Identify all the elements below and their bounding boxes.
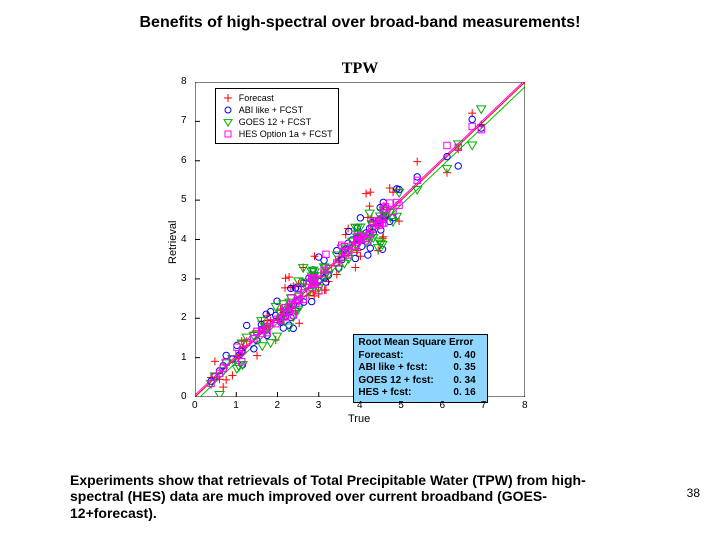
rmse-value: 0. 34 [453,375,483,388]
x-tick-label: 8 [522,400,528,411]
rmse-box: Root Mean Square ErrorForecast:0. 40ABI … [353,334,488,403]
y-tick-label: 4 [181,234,187,245]
slide: Benefits of high-spectral over broad-ban… [0,0,720,540]
rmse-value: 0. 35 [453,362,483,375]
rmse-label: Forecast: [358,350,453,363]
y-tick-label: 3 [181,273,187,284]
x-tick-label: 5 [398,400,404,411]
legend-item: GOES 12 + FCST [221,116,333,128]
x-tick-label: 7 [481,400,487,411]
rmse-label: ABI like + fcst: [358,362,453,375]
caption: Experiments show that retrievals of Tota… [70,472,630,522]
scatter-chart: ForecastABI like + FCSTGOES 12 + FCSTHES… [195,82,525,397]
x-tick-label: 4 [357,400,363,411]
legend-marker-icon [221,116,235,128]
y-tick-label: 7 [181,115,187,126]
rmse-value: 0. 40 [453,350,483,363]
page-number: 38 [687,486,700,500]
x-tick-label: 2 [275,400,281,411]
rmse-row: ABI like + fcst:0. 35 [358,362,483,375]
rmse-title: Root Mean Square Error [358,337,483,350]
y-tick-label: 0 [181,391,187,402]
legend-marker-icon [221,104,235,116]
y-tick-label: 1 [181,352,187,363]
y-tick-label: 8 [181,76,187,87]
rmse-label: HES + fcst: [358,387,453,400]
y-tick-label: 6 [181,155,187,166]
x-tick-label: 0 [192,400,198,411]
x-axis-label: True [348,413,370,425]
legend-marker-icon [221,128,235,140]
x-tick-label: 3 [316,400,322,411]
rmse-value: 0. 16 [453,387,483,400]
rmse-row: Forecast:0. 40 [358,350,483,363]
y-axis-label: Retrieval [167,220,179,263]
legend-item: ABI like + FCST [221,104,333,116]
chart-title: TPW [0,60,720,78]
legend: ForecastABI like + FCSTGOES 12 + FCSTHES… [215,88,339,144]
legend-item: Forecast [221,92,333,104]
rmse-label: GOES 12 + fcst: [358,375,453,388]
legend-marker-icon [221,92,235,104]
legend-label: ABI like + FCST [239,105,303,116]
y-tick-label: 2 [181,312,187,323]
y-tick-label: 5 [181,194,187,205]
headline: Benefits of high-spectral over broad-ban… [0,14,720,32]
legend-item: HES Option 1a + FCST [221,128,333,140]
legend-label: Forecast [239,93,274,104]
rmse-row: HES + fcst:0. 16 [358,387,483,400]
legend-label: HES Option 1a + FCST [239,129,333,140]
x-tick-label: 1 [233,400,239,411]
rmse-row: GOES 12 + fcst:0. 34 [358,375,483,388]
x-tick-label: 6 [440,400,446,411]
legend-label: GOES 12 + FCST [239,117,311,128]
